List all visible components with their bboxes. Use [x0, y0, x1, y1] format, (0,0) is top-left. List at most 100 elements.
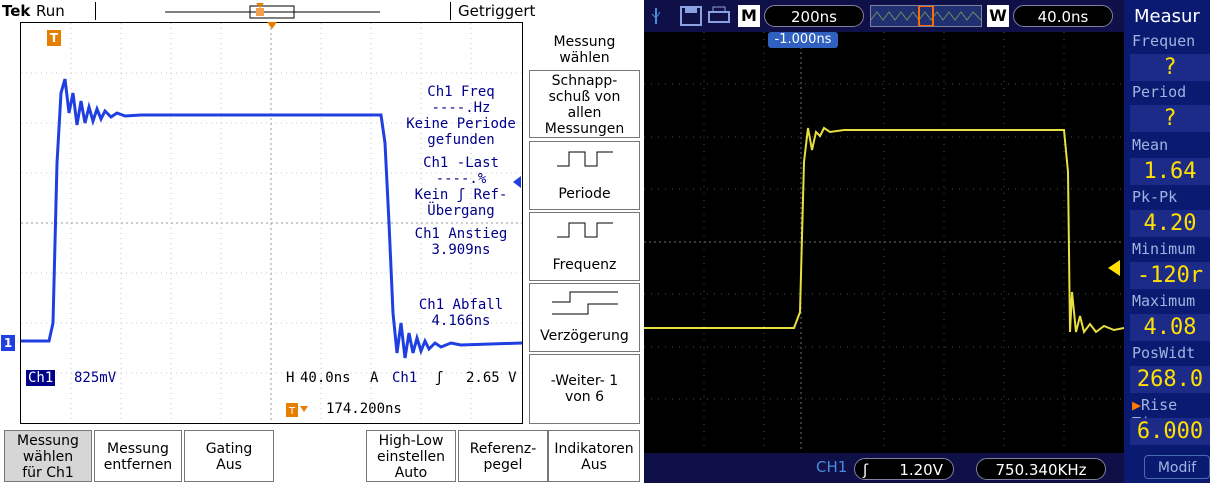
button-label: Verzögerung	[540, 328, 629, 344]
button-label: Indikatoren	[554, 441, 634, 457]
measure-label: Maximum	[1132, 292, 1196, 310]
tek-graticule	[20, 22, 523, 424]
main-timebase-icon: M	[738, 5, 760, 27]
button-label: entfernen	[103, 457, 173, 473]
window-scale-value: 40.0ns	[1013, 5, 1113, 27]
horizontal-scale: 40.0ns	[300, 370, 351, 386]
meas-line: Ch1 Anstieg	[414, 226, 508, 242]
tek-brand: Tek	[2, 2, 31, 20]
measure-value[interactable]: 4.08	[1130, 314, 1210, 341]
button-label: einstellen	[376, 449, 446, 465]
measure-label: Mean	[1132, 136, 1169, 154]
meas-line: Ch1 Freq	[427, 84, 495, 100]
ch1-ground-marker: 1	[1, 335, 15, 351]
measure-label: Frequen	[1132, 32, 1196, 50]
side-menu-title: Messung wählen	[529, 30, 640, 68]
measure-value[interactable]: 268.0	[1130, 366, 1210, 393]
measure-value[interactable]: ?	[1130, 54, 1210, 81]
button-label: Frequenz	[552, 257, 617, 273]
delay-button[interactable]: Verzögerung	[529, 283, 640, 352]
meas-line: Ch1 -Last	[423, 155, 499, 171]
indicators-button[interactable]: Indikatoren Aus	[548, 430, 640, 482]
frequency-counter: 750.340KHz	[976, 458, 1106, 480]
measure-value[interactable]: -120r	[1130, 262, 1210, 289]
measurement-ch1-rise: Ch1 Anstieg 3.909ns	[396, 226, 526, 258]
measurement-ch1-fall: Ch1 Abfall 4.166ns	[396, 297, 526, 329]
more-button[interactable]: -Weiter- 1 von 6	[529, 354, 640, 424]
status-divider	[95, 2, 96, 20]
trigger-level: 2.65 V	[466, 370, 517, 386]
button-label: Aus	[581, 457, 607, 473]
button-label: Aus	[216, 457, 242, 473]
timebase-value: 200ns	[764, 5, 864, 27]
meas-line: Ch1 Abfall	[418, 297, 504, 313]
measure-value[interactable]: 4.20	[1130, 210, 1210, 237]
frequency-waveform-icon	[556, 222, 613, 238]
period-button[interactable]: Periode	[529, 141, 640, 210]
button-label: pegel	[483, 457, 523, 473]
measure-label: Minimum	[1132, 240, 1196, 258]
rigol-bottom-bar: CH1 ʃ 1.20V 750.340KHz	[644, 453, 1124, 483]
measure-value[interactable]: ?	[1130, 105, 1210, 132]
button-label: Gating	[205, 441, 253, 457]
trigger-channel: CH1	[816, 458, 848, 476]
button-label: Schnapp- schuß von allen Messungen	[544, 73, 625, 137]
tek-waveform	[21, 23, 522, 423]
button-label: Messung	[17, 433, 79, 449]
modify-button[interactable]: Modif	[1144, 455, 1210, 479]
trigger-source: Ch1	[392, 370, 418, 386]
button-label: -Weiter- 1 von 6	[550, 373, 619, 405]
meas-line: gefunden	[427, 132, 495, 148]
button-label: für Ch1	[22, 465, 74, 481]
trigger-mode-label: A	[370, 370, 379, 386]
measure-panel: Measur Frequen ? Period ? Mean 1.64 Pk-P…	[1124, 0, 1210, 483]
button-label: Referenz-	[469, 441, 537, 457]
svg-text:T: T	[288, 406, 296, 417]
meas-line: Kein ʃ Ref-	[414, 187, 508, 203]
select-measurement-button[interactable]: Messung wählen für Ch1	[4, 430, 92, 482]
trigger-position-icon: T	[286, 402, 312, 417]
run-state: Run	[36, 2, 65, 20]
gating-button[interactable]: Gating Aus	[184, 430, 274, 482]
ch1-scale: 825mV	[74, 370, 117, 386]
trigger-position-marker: T	[47, 30, 61, 46]
save-disk-icon	[680, 6, 702, 26]
meas-line: Keine Periode	[406, 116, 516, 132]
tek-status-bar: Tek Run Getriggert	[0, 0, 640, 22]
memory-overview	[870, 5, 982, 27]
trigger-level-value: ʃ 1.20V	[854, 458, 954, 480]
snapshot-all-button[interactable]: Schnapp- schuß von allen Messungen	[529, 70, 640, 138]
remove-measurement-button[interactable]: Messung entfernen	[94, 430, 182, 482]
button-label: wählen	[22, 449, 74, 465]
measure-value[interactable]: 6.000	[1130, 418, 1210, 445]
measurement-ch1-duty: Ch1 -Last ----.% Kein ʃ Ref- Übergang	[396, 155, 526, 219]
meas-line: ----.%	[435, 171, 487, 187]
meas-line: ----.Hz	[431, 100, 491, 116]
measure-label: Pk-Pk	[1132, 188, 1178, 206]
period-waveform-icon	[556, 151, 613, 167]
print-icon	[708, 6, 730, 23]
frequency-button[interactable]: Frequenz	[529, 212, 640, 281]
measure-label: Period	[1132, 83, 1187, 101]
trigger-level-arrow	[513, 176, 521, 188]
button-label: Periode	[558, 186, 611, 202]
trigger-point-arrow	[267, 22, 277, 29]
trigger-offset-readout: -1.000ns	[768, 32, 838, 48]
tek-scope-screen: Tek Run Getriggert	[0, 0, 640, 483]
rigol-top-bar: M 200ns W 40.0ns	[644, 0, 1124, 32]
rigol-scope-screen: M 200ns W 40.0ns -1.000ns CH1 ʃ 1.20V 75…	[644, 0, 1210, 483]
reference-level-button[interactable]: Referenz- pegel	[458, 430, 548, 482]
rigol-waveform	[644, 32, 1124, 452]
ch1-scale-label: Ch1	[26, 370, 56, 386]
meas-line: 4.166ns	[431, 313, 491, 329]
delay-waveform-icon	[551, 291, 618, 315]
rising-edge-icon: ʃ	[863, 461, 869, 479]
trigger-status: Getriggert	[458, 2, 536, 20]
button-label: High-Low	[378, 433, 444, 449]
measurement-ch1-freq: Ch1 Freq ----.Hz Keine Periode gefunden	[396, 84, 526, 148]
meas-line: 3.909ns	[431, 242, 491, 258]
horizontal-label: H	[286, 370, 295, 386]
high-low-button[interactable]: High-Low einstellen Auto	[366, 430, 456, 482]
measure-value[interactable]: 1.64	[1130, 158, 1210, 185]
measure-panel-title: Measur	[1134, 6, 1200, 27]
